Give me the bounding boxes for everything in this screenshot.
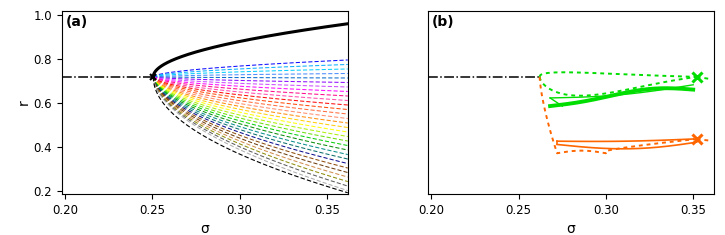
Text: (b): (b) (432, 15, 455, 29)
X-axis label: σ: σ (567, 222, 576, 235)
Text: (a): (a) (66, 15, 88, 29)
Y-axis label: r: r (17, 99, 30, 105)
X-axis label: σ: σ (200, 222, 209, 235)
